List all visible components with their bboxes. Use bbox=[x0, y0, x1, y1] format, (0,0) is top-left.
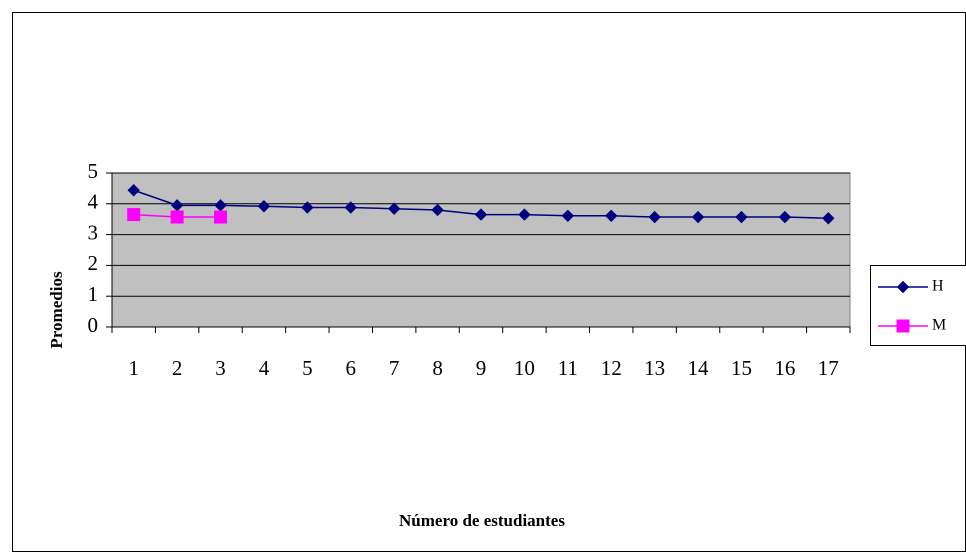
data-point bbox=[735, 210, 748, 224]
data-point bbox=[605, 209, 618, 223]
data-point bbox=[648, 210, 661, 224]
y-tick-label: 5 bbox=[88, 159, 99, 183]
x-tick-label: 7 bbox=[389, 356, 400, 380]
data-point bbox=[214, 210, 228, 224]
x-tick-label: 8 bbox=[432, 356, 443, 380]
data-point bbox=[518, 208, 531, 221]
data-point bbox=[778, 210, 792, 224]
y-axis-title: Promedios bbox=[47, 271, 66, 349]
data-point bbox=[301, 201, 314, 214]
x-tick-label: 15 bbox=[731, 356, 752, 380]
x-axis-title: Número de estudiantes bbox=[399, 511, 565, 530]
x-tick-label: 9 bbox=[476, 356, 487, 380]
x-tick-label: 14 bbox=[688, 356, 710, 380]
data-point bbox=[344, 201, 357, 214]
legend bbox=[870, 265, 966, 346]
x-tick-label: 10 bbox=[514, 356, 535, 380]
x-tick-label: 3 bbox=[215, 356, 226, 380]
x-tick-label: 6 bbox=[346, 356, 357, 380]
data-point bbox=[257, 200, 271, 213]
x-tick-label: 2 bbox=[172, 356, 183, 380]
legend-label: M bbox=[932, 317, 946, 334]
y-tick-label: 0 bbox=[88, 313, 99, 337]
x-tick-label: 5 bbox=[302, 356, 313, 380]
x-tick-label: 1 bbox=[128, 356, 139, 380]
x-tick-label: 12 bbox=[601, 356, 622, 380]
data-point bbox=[822, 212, 835, 225]
data-point bbox=[127, 208, 141, 222]
data-point bbox=[691, 210, 705, 224]
x-tick-label: 11 bbox=[558, 356, 578, 380]
x-tick-label: 17 bbox=[818, 356, 839, 380]
legend-marker bbox=[896, 319, 910, 333]
x-tick-label: 16 bbox=[774, 356, 795, 380]
y-tick-label: 3 bbox=[88, 220, 99, 244]
y-tick-label: 2 bbox=[88, 251, 99, 275]
x-tick-label: 4 bbox=[259, 356, 270, 380]
data-point bbox=[387, 202, 401, 215]
legend-marker bbox=[896, 280, 910, 294]
plot-area bbox=[111, 172, 851, 328]
data-point bbox=[127, 184, 140, 197]
data-point bbox=[170, 210, 184, 224]
data-point bbox=[474, 208, 488, 221]
y-tick-label: 4 bbox=[88, 190, 99, 214]
y-tick-label: 1 bbox=[88, 282, 99, 306]
legend-label: H bbox=[932, 278, 944, 295]
data-point bbox=[431, 203, 444, 217]
x-tick-label: 13 bbox=[644, 356, 665, 380]
data-point bbox=[561, 209, 575, 223]
